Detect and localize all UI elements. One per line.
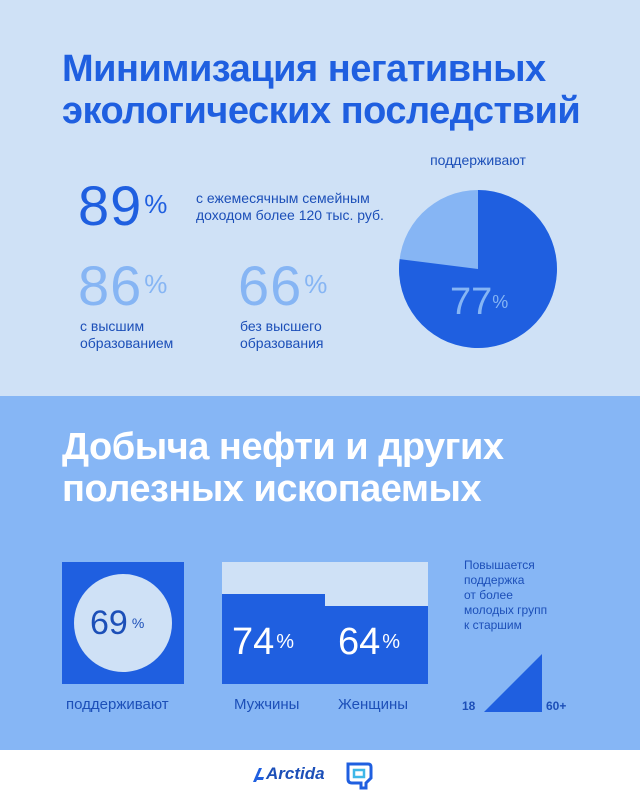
support-value-number: 69	[90, 604, 128, 642]
women-bar	[325, 606, 428, 684]
stat-main-caption-line1: с ежемесячным семейным	[196, 190, 370, 206]
footer: Arctida	[0, 750, 640, 800]
partner-logo-icon	[346, 762, 373, 790]
stat-b-caption-line2: образования	[240, 335, 324, 351]
stat-main-value: 89%	[78, 178, 168, 234]
support-circle	[74, 574, 172, 672]
age-note-line1: Повышается	[464, 558, 535, 572]
stat-a-caption: с высшим образованием	[80, 318, 173, 352]
section1-title-line2: экологических последствий	[62, 90, 581, 132]
stat-b-unit: %	[304, 269, 329, 299]
section2-title: Добыча нефти и других полезных ископаемы…	[62, 426, 504, 510]
stat-b-value: 66%	[238, 258, 328, 314]
stat-a-value: 86%	[78, 258, 168, 314]
age-from-label: 18	[462, 699, 476, 713]
stat-main-caption-line2: доходом более 120 тыс. руб.	[196, 207, 384, 223]
stat-main-caption: с ежемесячным семейным доходом более 120…	[196, 190, 416, 224]
section-mining: Добыча нефти и других полезных ископаемы…	[0, 396, 640, 750]
stat-main-number: 89	[78, 174, 143, 237]
support-value: 69%	[90, 605, 144, 641]
age-note-line2: поддержка	[464, 573, 525, 587]
men-value-unit: %	[276, 631, 295, 653]
section2-title-line1: Добыча нефти и других	[62, 426, 504, 468]
section1-title-line1: Минимизация негативных	[62, 48, 546, 90]
pie-value: 77%	[450, 282, 508, 322]
stat-a-unit: %	[144, 269, 169, 299]
men-value-number: 74	[232, 621, 275, 663]
age-note-line3: от более	[464, 588, 513, 602]
stat-b-caption: без высшего образования	[240, 318, 323, 352]
stat-b-number: 66	[238, 254, 303, 317]
gender-chart: 74% 64%	[222, 562, 428, 684]
men-value: 74%	[232, 622, 294, 662]
stat-main-unit: %	[144, 189, 169, 219]
pie-value-number: 77	[450, 281, 493, 323]
pie-support-slice	[398, 190, 557, 348]
stat-a-caption-line2: образованием	[80, 335, 174, 351]
section-environment: Минимизация негативных экологических пос…	[0, 0, 640, 396]
support-box: 69%	[62, 562, 184, 684]
stat-a-number: 86	[78, 254, 143, 317]
age-to-label: 60+	[546, 699, 567, 713]
support-value-unit: %	[131, 615, 145, 631]
section1-title: Минимизация негативных экологических пос…	[62, 48, 581, 132]
section2-title-line2: полезных ископаемых	[62, 468, 482, 510]
women-label: Женщины	[338, 696, 409, 713]
men-label: Мужчины	[234, 696, 300, 713]
pie-label: поддерживают	[430, 152, 526, 168]
stat-b-caption-line1: без высшего	[240, 318, 322, 334]
women-value: 64%	[338, 622, 400, 662]
age-note-line5: к старшим	[464, 618, 522, 632]
arctida-logo-text: Arctida	[266, 764, 325, 783]
arctida-logo-mark-icon	[253, 768, 264, 782]
men-bar	[222, 594, 325, 684]
support-label: поддерживают	[66, 696, 169, 713]
pie-value-unit: %	[492, 292, 509, 312]
women-value-number: 64	[338, 621, 381, 663]
women-value-unit: %	[382, 631, 401, 653]
age-trend-triangle	[484, 654, 542, 712]
support-pie-chart	[398, 190, 557, 348]
age-note-line4: молодых групп	[464, 603, 548, 617]
stat-a-caption-line1: с высшим	[80, 318, 145, 334]
age-note: Повышается поддержка от более молодых гр…	[464, 558, 547, 633]
